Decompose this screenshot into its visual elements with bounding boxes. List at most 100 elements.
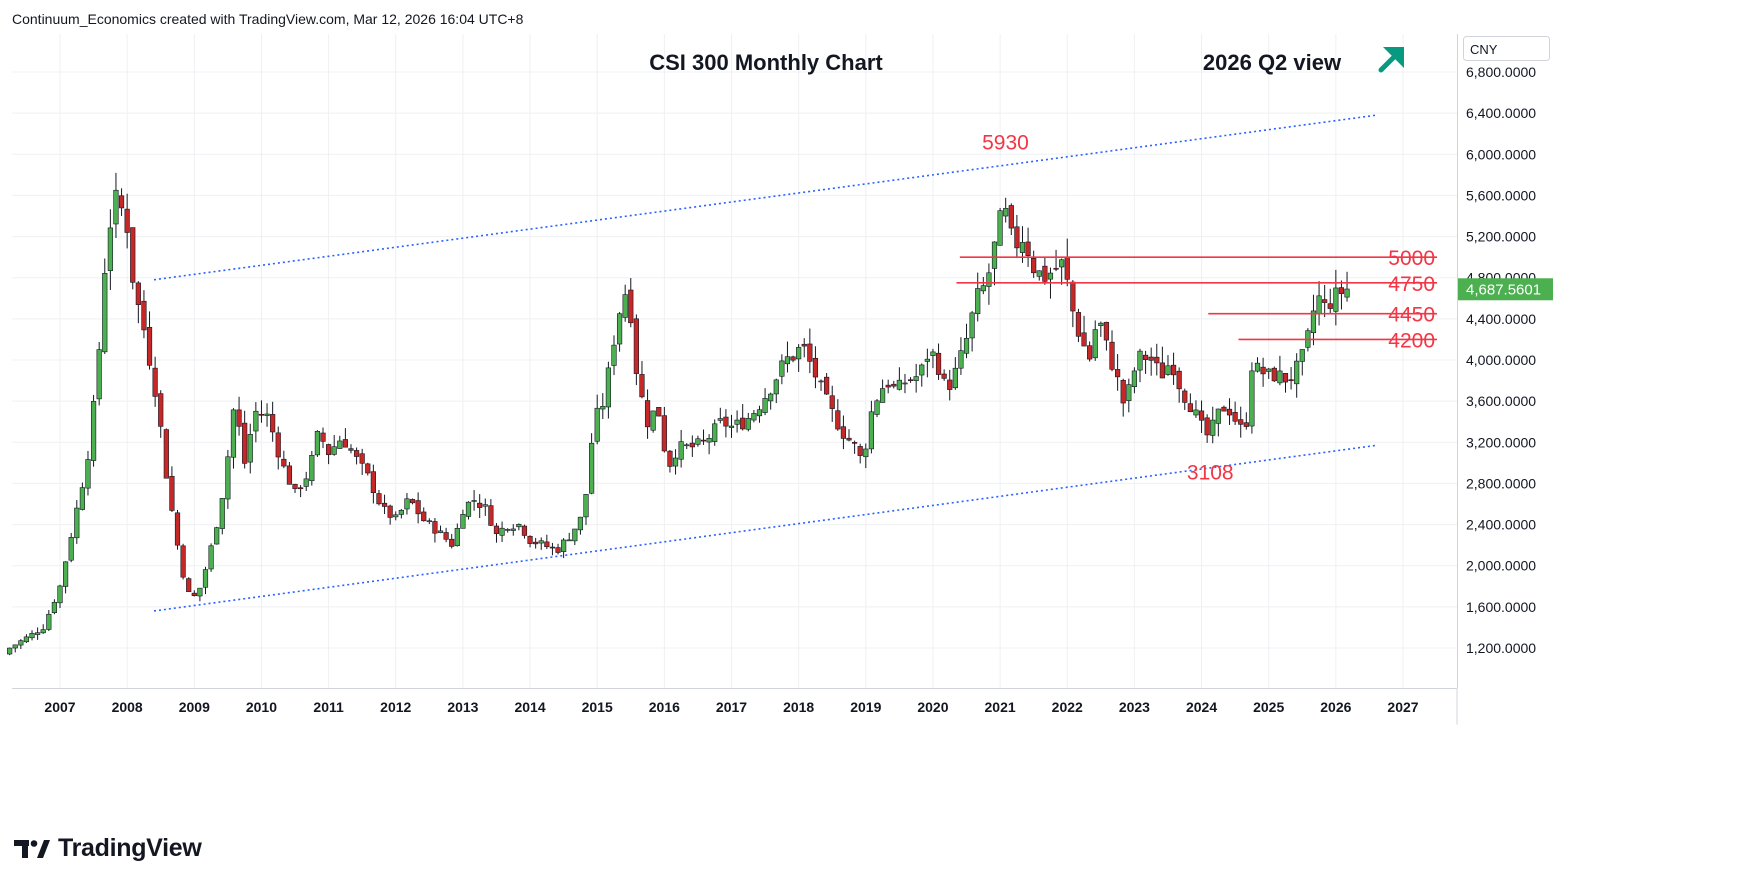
candle-body <box>756 409 763 417</box>
candle <box>1148 347 1154 376</box>
candle-body <box>1243 422 1249 427</box>
candle-body <box>818 380 824 383</box>
candle-body <box>85 459 91 489</box>
time-tick-label: 2009 <box>179 699 210 715</box>
candle <box>1115 354 1121 391</box>
candle <box>376 489 382 506</box>
candle <box>1120 378 1126 417</box>
candle-body <box>191 592 197 597</box>
candle-body <box>398 509 404 515</box>
candle-body <box>264 413 270 416</box>
tradingview-logo[interactable]: TradingView <box>14 834 202 863</box>
candle <box>896 367 902 391</box>
candle <box>79 482 85 511</box>
candle <box>471 490 477 511</box>
candle-body <box>628 289 634 324</box>
candle <box>169 466 175 512</box>
candle-body <box>1070 281 1076 312</box>
candle-body <box>202 569 209 588</box>
candle <box>253 402 259 443</box>
candle <box>633 314 639 386</box>
candle <box>975 272 981 322</box>
time-tick-label: 2013 <box>447 699 478 715</box>
candle-body <box>555 547 561 553</box>
candle-body <box>174 512 181 546</box>
candle <box>1070 280 1076 328</box>
time-tick-label: 2027 <box>1387 699 1418 715</box>
candle <box>191 590 197 597</box>
candle <box>840 415 847 450</box>
candle-body <box>208 545 214 570</box>
candle <box>1215 408 1221 437</box>
candle-body <box>544 541 550 548</box>
candle <box>1198 400 1205 434</box>
candle-body <box>113 189 119 225</box>
channel-upper-line <box>153 114 1377 281</box>
candle-body <box>454 528 460 547</box>
candle-body <box>359 453 365 464</box>
candle-body <box>1154 356 1160 364</box>
candle-body <box>1115 369 1121 378</box>
candle-body <box>689 442 695 448</box>
candle <box>1310 294 1317 346</box>
candle <box>812 346 819 389</box>
candle <box>1327 288 1333 314</box>
candle <box>348 444 354 454</box>
candle-body <box>857 446 863 456</box>
candle-body <box>180 545 186 578</box>
candle-body <box>465 501 472 517</box>
candle-body <box>1170 364 1177 376</box>
candle <box>118 188 125 216</box>
candle <box>68 532 74 563</box>
candle-body <box>1142 354 1149 360</box>
chart-grid <box>12 34 1457 688</box>
candle-body <box>969 312 975 339</box>
candle <box>521 524 528 539</box>
price-tick-label: 5,200.0000 <box>1466 229 1536 245</box>
candle <box>1154 343 1160 376</box>
candle-body <box>493 525 500 534</box>
candle-body <box>1310 310 1317 334</box>
candle <box>258 400 265 423</box>
candle-body <box>23 636 30 643</box>
candle-body <box>527 535 533 544</box>
candle <box>353 447 360 465</box>
candle-body <box>605 367 611 408</box>
candle <box>784 341 791 373</box>
price-tick-label: 3,600.0000 <box>1466 393 1536 409</box>
candle-body <box>421 511 427 522</box>
candle <box>1266 367 1272 379</box>
candle <box>130 227 136 290</box>
candle-body <box>29 633 35 639</box>
candle-body <box>415 500 421 515</box>
candle <box>146 311 153 370</box>
time-tick-label: 2018 <box>783 699 814 715</box>
candle-body <box>275 432 281 458</box>
candle-body <box>577 516 584 531</box>
time-tick-label: 2022 <box>1052 699 1083 715</box>
candle-body <box>958 350 964 369</box>
candle <box>874 399 880 418</box>
candle-body <box>1288 379 1294 382</box>
candle <box>437 525 444 534</box>
candle <box>930 348 936 369</box>
candle <box>124 193 130 249</box>
candle-body <box>1344 288 1350 298</box>
candle <box>499 521 505 542</box>
candle <box>482 498 488 516</box>
candle-body <box>561 539 567 552</box>
candle <box>745 412 751 432</box>
candle <box>544 534 550 550</box>
candle-body <box>68 537 74 561</box>
candle <box>465 501 472 520</box>
candle <box>1294 353 1300 398</box>
candle <box>868 400 874 454</box>
candle <box>359 448 365 475</box>
time-tick-label: 2011 <box>313 699 344 715</box>
candle-body <box>90 401 97 461</box>
currency-badge[interactable]: CNY <box>1463 36 1550 61</box>
candle-body <box>348 448 354 451</box>
candle <box>102 258 108 355</box>
price-tick-label: 6,400.0000 <box>1466 105 1536 121</box>
